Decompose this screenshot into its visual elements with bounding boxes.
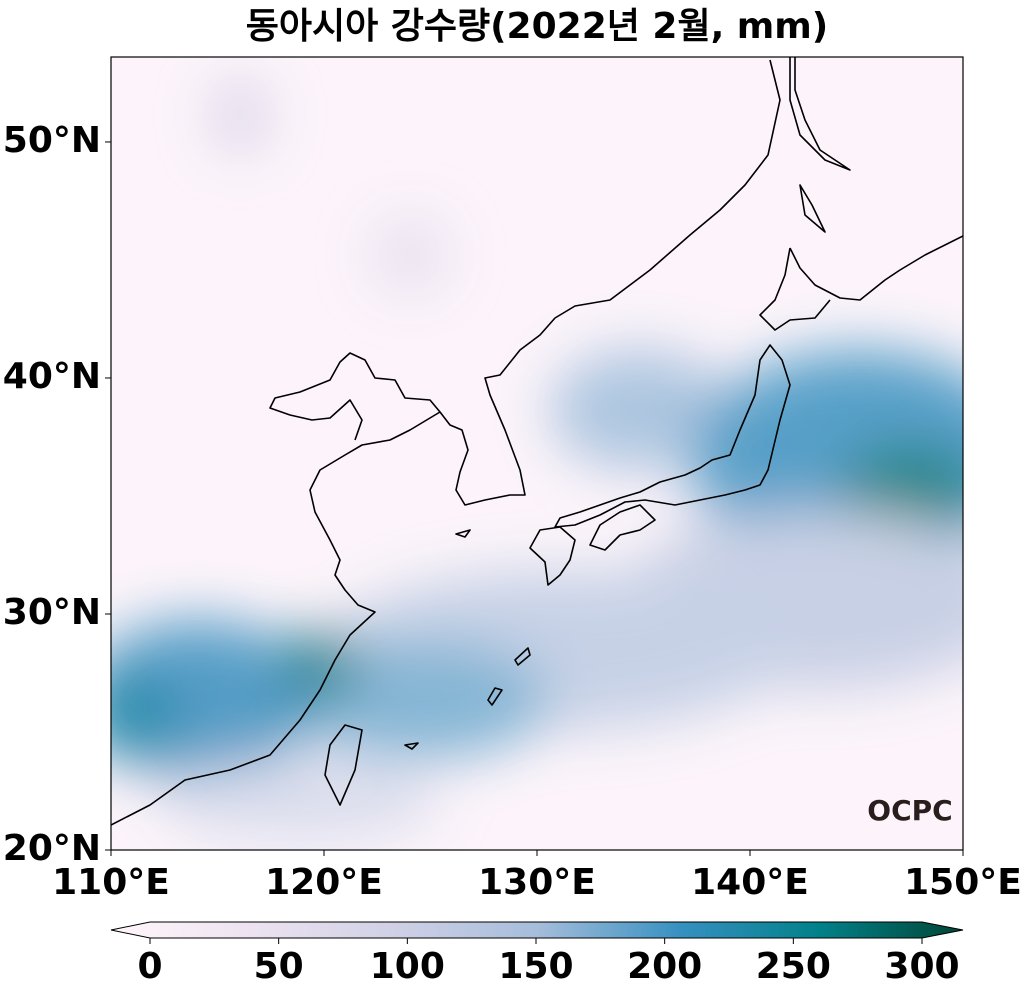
logo: OCPC: [867, 794, 952, 827]
x-tick-label: 140°E: [691, 862, 809, 903]
y-tick-label: 50°N: [3, 120, 101, 161]
x-tick-label: 110°E: [52, 862, 170, 903]
chart-title: 동아시아 강수량(2022년 2월, mm): [246, 6, 829, 47]
y-tick-label: 40°N: [3, 356, 101, 397]
colorbar-tick-label: 200: [627, 946, 702, 987]
colorbar-bar: [110, 921, 964, 939]
x-tick-label: 130°E: [478, 862, 596, 903]
colorbar-tick-label: 250: [756, 946, 831, 987]
colorbar-tick-label: 50: [254, 946, 304, 987]
colorbar-tick-label: 300: [884, 946, 959, 987]
precipitation-field: OCPC: [111, 57, 963, 850]
y-tick-label: 30°N: [3, 592, 101, 633]
x-tick-label: 120°E: [265, 862, 383, 903]
colorbar-tick-label: 0: [137, 946, 162, 987]
colorbar-tick-label: 150: [498, 946, 573, 987]
colorbar-tick-label: 100: [370, 946, 445, 987]
colorbar: [110, 921, 964, 939]
coastlines: [111, 57, 963, 826]
y-tick-label: 20°N: [3, 828, 101, 869]
x-tick-label: 150°E: [904, 862, 1022, 903]
